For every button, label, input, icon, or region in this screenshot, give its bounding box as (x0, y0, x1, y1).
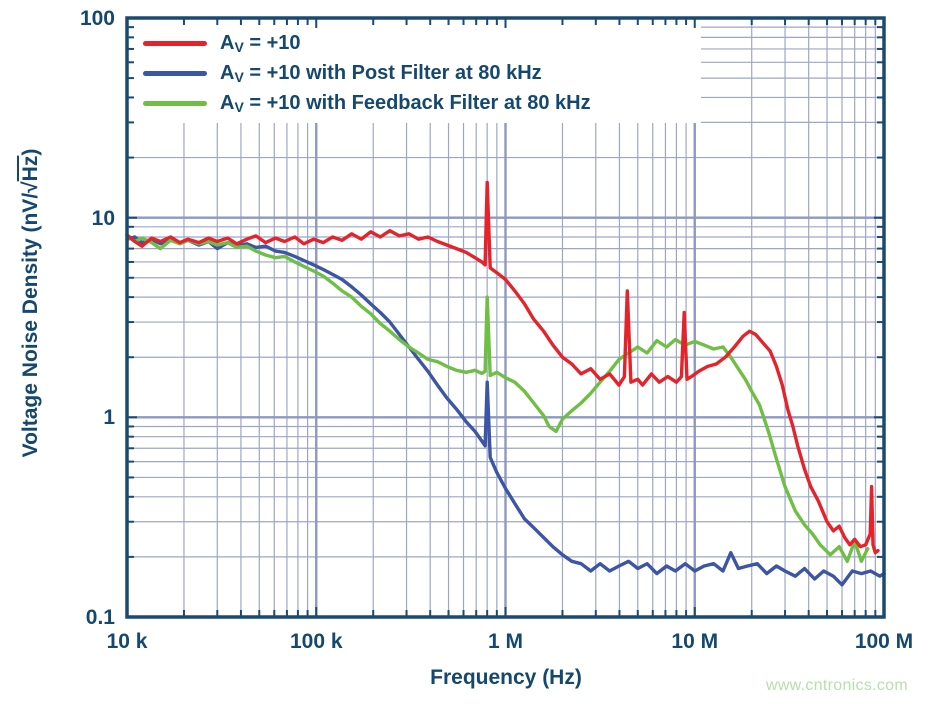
y-tick-label: 0.1 (85, 606, 115, 629)
legend-swatch-post-filter (143, 70, 207, 76)
plot-frame (125, 16, 886, 619)
y-tick-label: 100 (79, 7, 115, 30)
sqrt-radicand: Hz (19, 155, 42, 182)
legend-label: AV = +10 (220, 31, 301, 55)
legend: AV = +10 AV = +10 with Post Filter at 80 … (143, 28, 591, 118)
watermark: www.cntronics.com (765, 677, 908, 694)
series-av10 (125, 180, 880, 555)
legend-item-post-filter: AV = +10 with Post Filter at 80 kHz (143, 58, 591, 88)
legend-item-av10: AV = +10 (143, 28, 591, 58)
legend-label: AV = +10 with Post Filter at 80 kHz (220, 61, 542, 85)
legend-item-feedback-filter: AV = +10 with Feedback Filter at 80 kHz (143, 88, 591, 118)
y-axis-title: Voltage Noise Density (nV/√Hz) (19, 149, 43, 458)
x-tick-label: 1 M (487, 630, 524, 653)
y-tick-label: 10 (91, 206, 115, 230)
series-post-filter (125, 235, 886, 587)
legend-swatch-feedback-filter (143, 100, 207, 106)
y-axis-title-text: Voltage Noise Density (nV/ (19, 192, 42, 458)
x-tick-label: 10 k (106, 630, 148, 653)
x-tick-label: 10 M (671, 630, 719, 653)
sqrt-symbol: √ (19, 181, 42, 193)
x-tick-label: 100 M (854, 630, 914, 653)
y-axis-title-close: ) (19, 148, 42, 156)
legend-swatch-av10 (143, 40, 207, 46)
y-tick-label: 1 (103, 406, 115, 430)
x-axis-title: Frequency (Hz) (430, 666, 582, 689)
legend-backdrop (129, 20, 701, 123)
x-tick-label: 100 k (289, 630, 343, 653)
legend-label: AV = +10 with Feedback Filter at 80 kHz (220, 91, 591, 115)
series-feedback-filter (125, 234, 870, 563)
